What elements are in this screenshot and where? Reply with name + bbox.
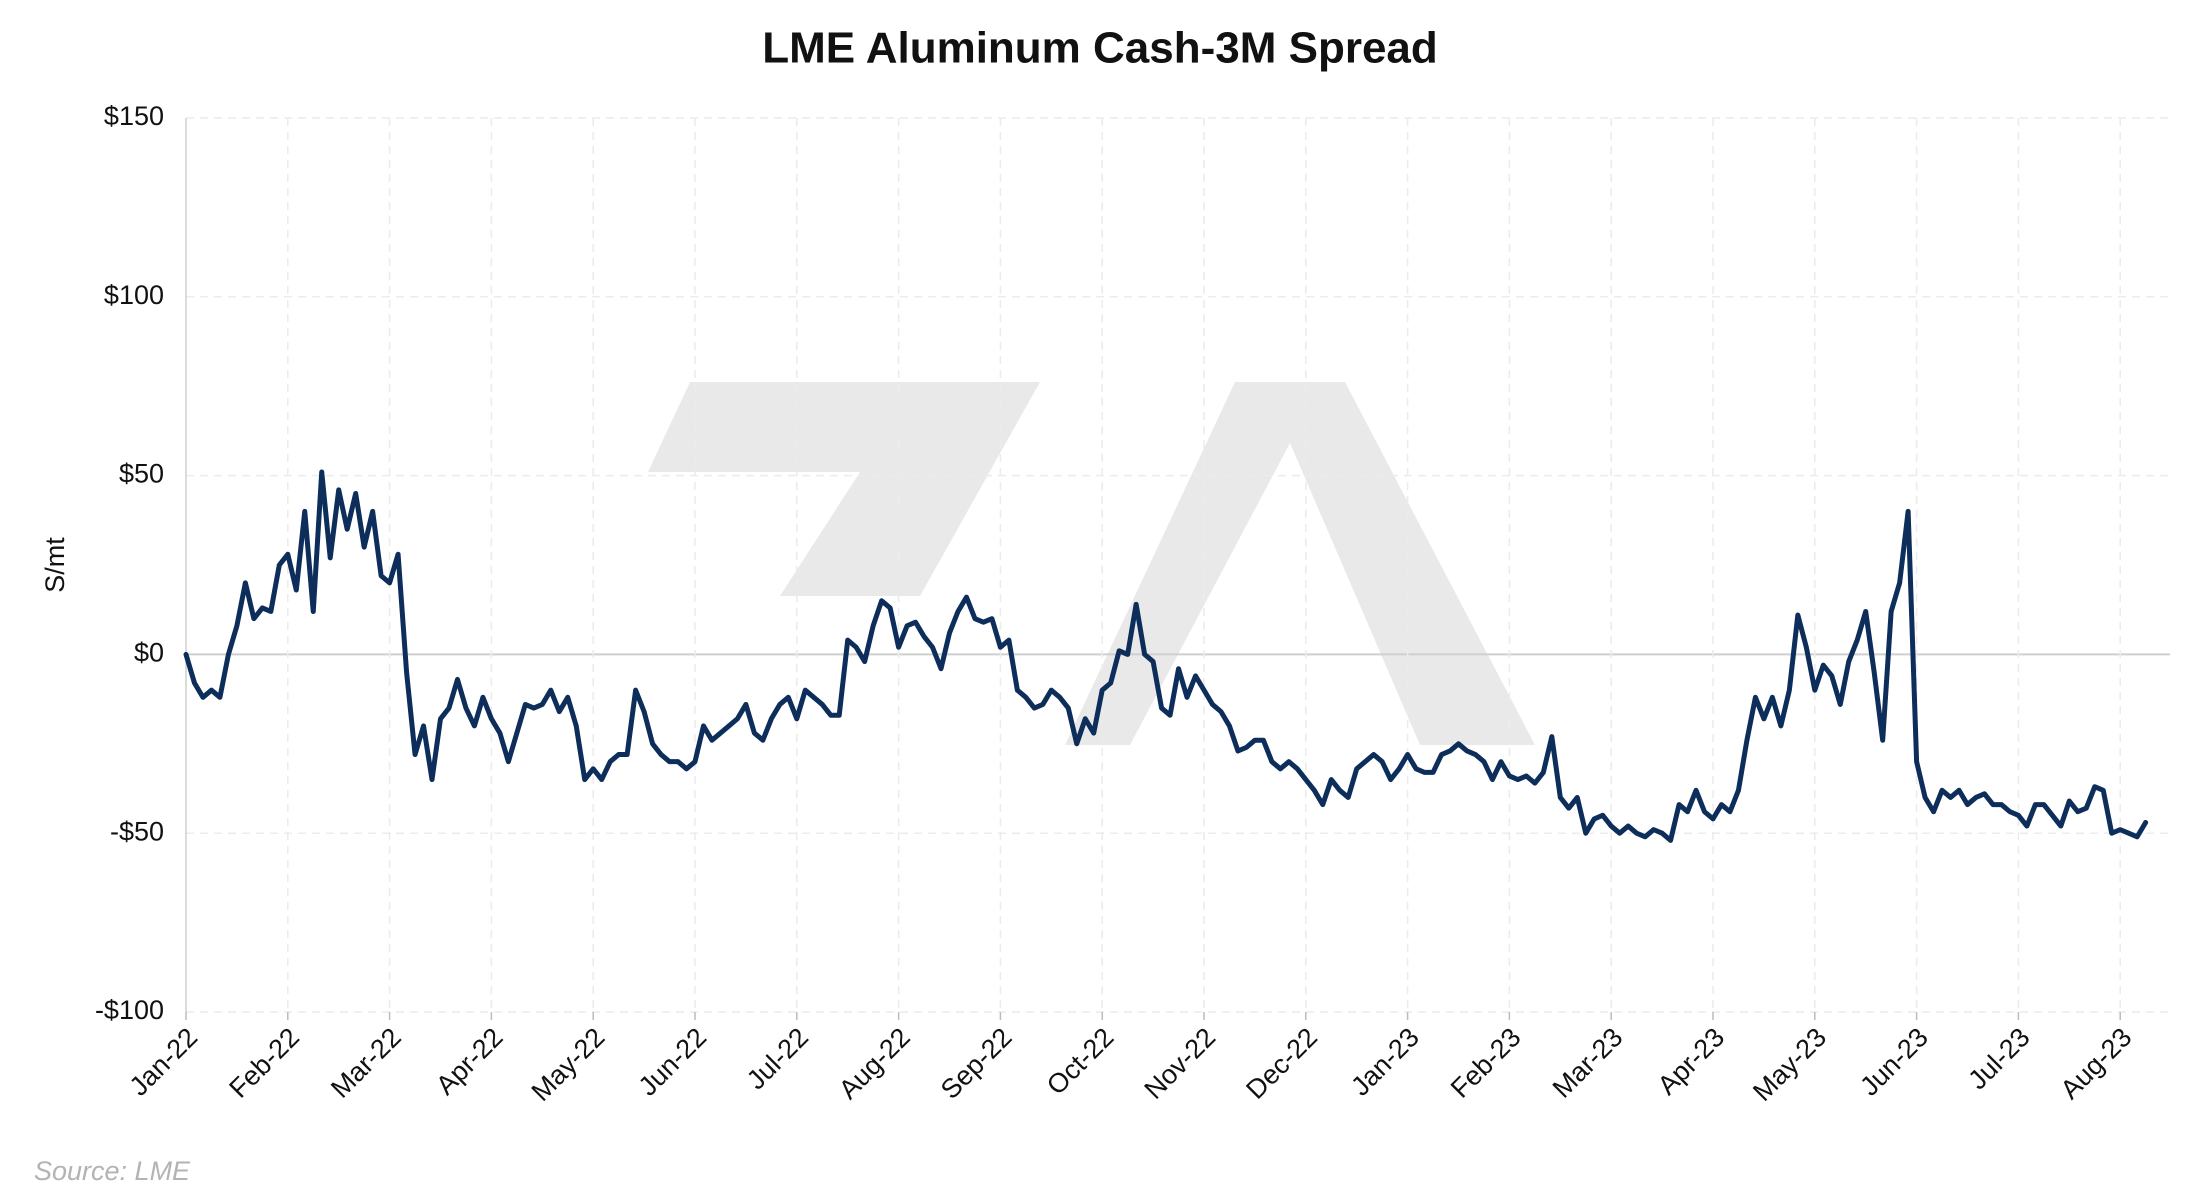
x-tick-label: Apr-22 (430, 1022, 509, 1101)
x-tick-label: May-22 (526, 1022, 611, 1107)
watermark (648, 382, 1535, 745)
x-tick-label: Mar-22 (325, 1022, 407, 1104)
y-tick-label: -$50 (110, 816, 164, 846)
x-tick-label: May-23 (1747, 1022, 1832, 1107)
x-tick-label: Jul-22 (741, 1022, 814, 1095)
y-tick-label: -$100 (95, 995, 164, 1025)
x-tick-label: Oct-22 (1041, 1022, 1120, 1101)
x-tick-label: Feb-23 (1445, 1022, 1527, 1104)
x-tick-label: Jan-23 (1345, 1022, 1425, 1102)
x-tick-label: Sep-22 (935, 1022, 1018, 1105)
x-tick-label: Jul-23 (1962, 1022, 2035, 1095)
x-tick-label: Feb-22 (223, 1022, 305, 1104)
x-tick-label: Aug-22 (833, 1022, 916, 1105)
x-tick-label: Mar-23 (1547, 1022, 1629, 1104)
x-tick-label: Nov-22 (1139, 1022, 1222, 1105)
x-tick-label: Apr-23 (1652, 1022, 1731, 1101)
x-tick-label: Dec-22 (1240, 1022, 1323, 1105)
source-note: Source: LME (34, 1156, 191, 1186)
y-tick-label: $0 (134, 638, 164, 668)
y-tick-label: $100 (104, 280, 164, 310)
x-tick-label: Jan-22 (124, 1022, 204, 1102)
y-axis-label: S/mt (40, 537, 70, 593)
data-line (183, 469, 2149, 843)
x-tick-label: Jun-22 (633, 1022, 713, 1102)
y-tick-label: $50 (119, 459, 164, 489)
x-tick-label: Jun-23 (1854, 1022, 1934, 1102)
y-tick-label: $150 (104, 101, 164, 131)
x-tick-label: Aug-23 (2055, 1022, 2138, 1105)
chart-title: LME Aluminum Cash-3M Spread (762, 24, 1438, 73)
